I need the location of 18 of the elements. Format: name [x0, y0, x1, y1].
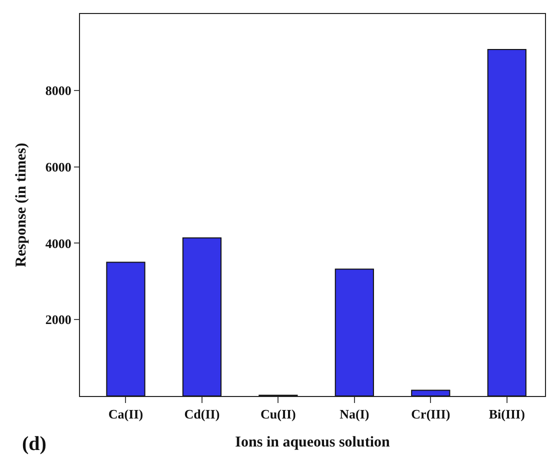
bar	[334, 268, 374, 396]
y-axis-title: Response (in times)	[14, 142, 30, 268]
x-tick-label: Cd(II)	[184, 406, 220, 422]
bar	[487, 49, 526, 396]
x-tick-label: Cr(III)	[411, 406, 450, 422]
bar	[106, 262, 146, 396]
y-tick-label: 4000	[45, 236, 72, 251]
text: (d)	[22, 433, 46, 455]
bar	[182, 237, 222, 396]
bar	[411, 390, 450, 396]
x-axis-title: Ions in aqueous solution	[235, 434, 390, 451]
y-tick-label: 2000	[45, 312, 72, 328]
x-tick-label: Ca(II)	[108, 406, 144, 422]
y-tick-label: 6000	[45, 159, 72, 174]
x-tick-label: Bi(III)	[488, 406, 525, 422]
x-tick-label: Na(I)	[340, 406, 370, 422]
x-tick-label: Cu(II)	[260, 406, 296, 422]
y-tick-label: 8000	[45, 82, 72, 98]
